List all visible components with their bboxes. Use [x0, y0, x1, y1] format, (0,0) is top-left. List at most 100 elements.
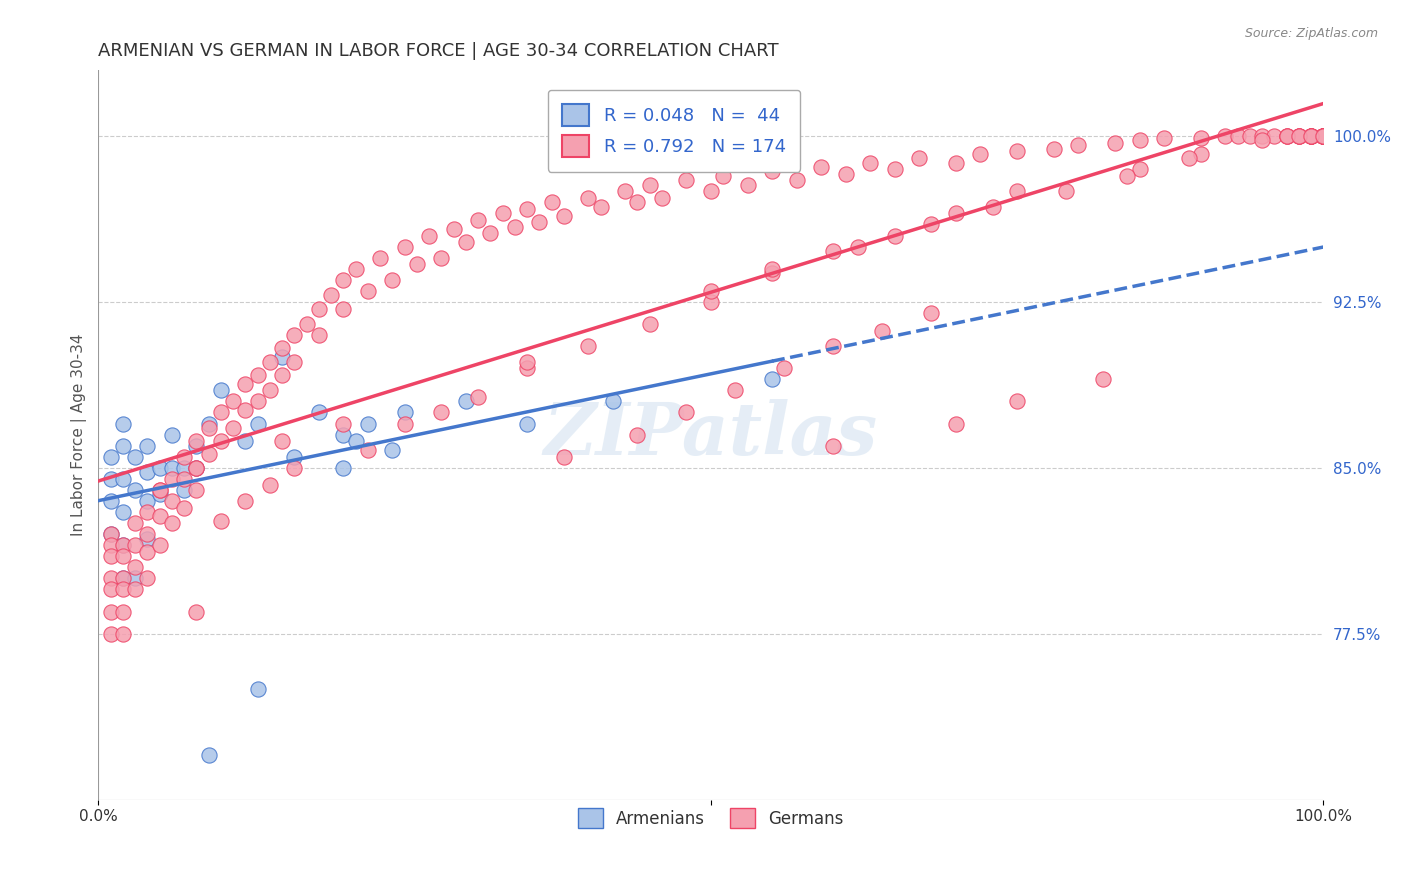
Point — [319, 288, 342, 302]
Point — [222, 394, 245, 409]
Point — [711, 169, 734, 183]
Point — [186, 434, 208, 449]
Point — [136, 532, 159, 546]
Point — [246, 417, 269, 431]
Point — [124, 450, 146, 464]
Point — [111, 439, 134, 453]
Point — [418, 228, 440, 243]
Point — [761, 164, 783, 178]
Point — [454, 394, 477, 409]
Point — [197, 421, 219, 435]
Point — [149, 483, 172, 497]
Legend: Armenians, Germans: Armenians, Germans — [571, 801, 851, 835]
Point — [1067, 137, 1090, 152]
Point — [136, 545, 159, 559]
Point — [651, 191, 673, 205]
Point — [357, 284, 380, 298]
Point — [332, 273, 354, 287]
Point — [259, 478, 281, 492]
Point — [136, 439, 159, 453]
Point — [737, 178, 759, 192]
Point — [614, 184, 637, 198]
Point — [1251, 128, 1274, 143]
Y-axis label: In Labor Force | Age 30-34: In Labor Force | Age 30-34 — [72, 334, 87, 536]
Point — [111, 605, 134, 619]
Point — [111, 538, 134, 552]
Point — [344, 434, 367, 449]
Point — [186, 439, 208, 453]
Point — [1299, 128, 1322, 143]
Point — [136, 494, 159, 508]
Point — [124, 571, 146, 585]
Point — [969, 146, 991, 161]
Point — [1312, 128, 1334, 143]
Point — [602, 394, 624, 409]
Point — [136, 571, 159, 585]
Point — [700, 184, 723, 198]
Point — [908, 151, 931, 165]
Point — [945, 206, 967, 220]
Point — [443, 222, 465, 236]
Point — [1054, 184, 1077, 198]
Point — [516, 354, 538, 368]
Point — [197, 448, 219, 462]
Point — [111, 571, 134, 585]
Point — [308, 328, 330, 343]
Point — [124, 516, 146, 530]
Point — [1189, 146, 1212, 161]
Point — [1288, 128, 1310, 143]
Point — [160, 516, 183, 530]
Point — [1189, 131, 1212, 145]
Point — [700, 284, 723, 298]
Point — [100, 538, 122, 552]
Point — [454, 235, 477, 249]
Point — [823, 339, 845, 353]
Point — [405, 257, 427, 271]
Point — [981, 200, 1004, 214]
Point — [246, 368, 269, 382]
Point — [1226, 128, 1249, 143]
Point — [149, 483, 172, 497]
Point — [186, 460, 208, 475]
Point — [1042, 142, 1064, 156]
Point — [332, 301, 354, 316]
Point — [100, 494, 122, 508]
Point — [883, 162, 905, 177]
Point — [149, 460, 172, 475]
Point — [467, 390, 489, 404]
Point — [1299, 128, 1322, 143]
Point — [859, 155, 882, 169]
Point — [136, 527, 159, 541]
Point — [111, 582, 134, 597]
Point — [675, 405, 697, 419]
Point — [149, 538, 172, 552]
Point — [209, 384, 232, 398]
Point — [761, 372, 783, 386]
Point — [100, 527, 122, 541]
Point — [724, 384, 747, 398]
Point — [1213, 128, 1236, 143]
Point — [149, 487, 172, 501]
Point — [283, 354, 305, 368]
Point — [945, 417, 967, 431]
Point — [209, 434, 232, 449]
Point — [1288, 128, 1310, 143]
Point — [883, 228, 905, 243]
Point — [503, 219, 526, 234]
Point — [100, 450, 122, 464]
Point — [160, 427, 183, 442]
Point — [124, 538, 146, 552]
Point — [368, 251, 391, 265]
Point — [381, 273, 404, 287]
Point — [1299, 128, 1322, 143]
Point — [308, 405, 330, 419]
Point — [308, 301, 330, 316]
Point — [332, 460, 354, 475]
Point — [271, 368, 294, 382]
Point — [149, 509, 172, 524]
Point — [394, 405, 416, 419]
Point — [1312, 128, 1334, 143]
Point — [1128, 133, 1150, 147]
Point — [761, 261, 783, 276]
Point — [1275, 128, 1298, 143]
